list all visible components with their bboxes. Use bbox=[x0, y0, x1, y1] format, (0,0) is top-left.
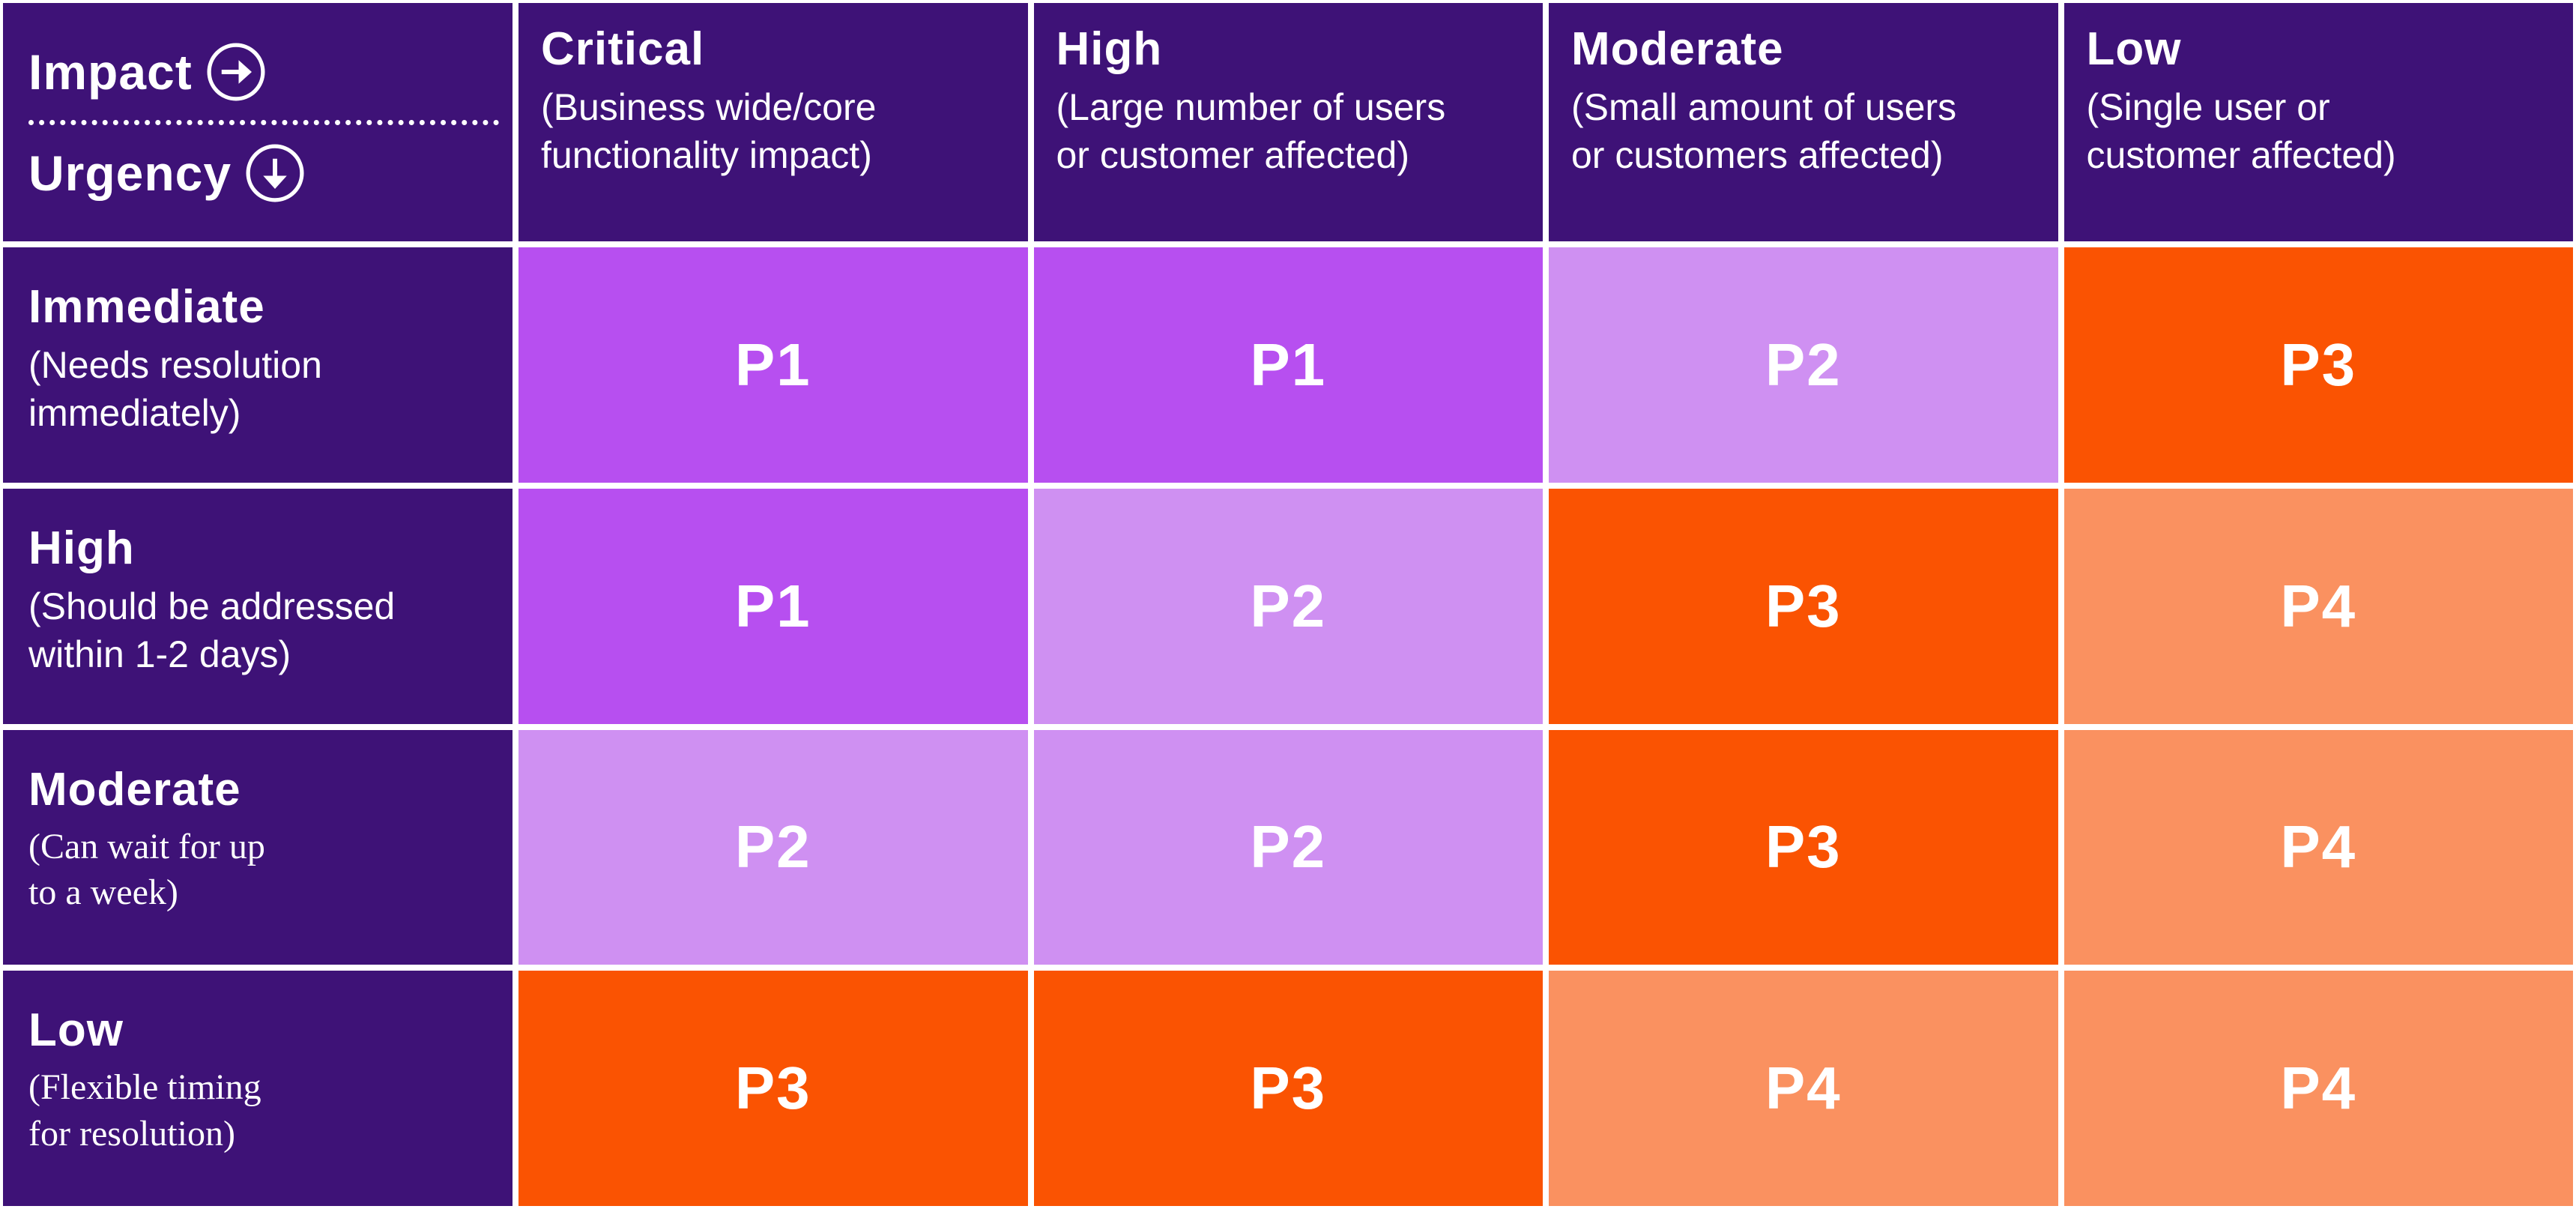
column-title: Moderate bbox=[1571, 23, 1784, 75]
priority-cell: P1 bbox=[1033, 247, 1543, 483]
priority-label: P4 bbox=[1765, 1055, 1842, 1122]
column-subtitle: (Business wide/core functionality impact… bbox=[541, 86, 877, 176]
row-subtitle: (Should be addressed within 1-2 days) bbox=[28, 585, 396, 675]
column-header-critical: Critical (Business wide/core functionali… bbox=[518, 3, 1028, 241]
corner-cell: Impact Urgency bbox=[3, 3, 513, 241]
row-subtitle: (Needs resolution immediately) bbox=[28, 344, 322, 434]
row-header-low: Low (Flexible timing for resolution) bbox=[3, 971, 513, 1206]
priority-cell: P2 bbox=[1033, 488, 1543, 724]
column-title: High bbox=[1056, 23, 1163, 75]
priority-cell: P4 bbox=[2063, 488, 2573, 724]
row-header-moderate: Moderate (Can wait for up to a week) bbox=[3, 729, 513, 965]
row-header-high: High (Should be addressed within 1-2 day… bbox=[3, 488, 513, 724]
column-subtitle: (Small amount of users or customers affe… bbox=[1571, 86, 1957, 176]
urgency-label: Urgency bbox=[28, 145, 232, 201]
priority-cell: P3 bbox=[1549, 729, 2058, 965]
dotted-divider bbox=[28, 119, 499, 125]
column-header-high: High (Large number of users or customer … bbox=[1033, 3, 1543, 241]
priority-label: P3 bbox=[2280, 331, 2357, 398]
priority-label: P2 bbox=[734, 813, 811, 881]
row-title: High bbox=[28, 522, 135, 574]
row-subtitle: (Can wait for up to a week) bbox=[28, 826, 265, 912]
column-subtitle: (Large number of users or customer affec… bbox=[1056, 86, 1446, 176]
urgency-axis: Urgency bbox=[28, 142, 499, 205]
priority-cell: P3 bbox=[518, 971, 1028, 1206]
row-title: Immediate bbox=[28, 281, 265, 333]
priority-cell: P4 bbox=[2063, 971, 2573, 1206]
column-header-moderate: Moderate (Small amount of users or custo… bbox=[1549, 3, 2058, 241]
priority-label: P4 bbox=[2280, 572, 2357, 639]
priority-cell: P2 bbox=[1033, 729, 1543, 965]
column-title: Critical bbox=[541, 23, 705, 75]
priority-label: P2 bbox=[1250, 572, 1327, 639]
priority-label: P1 bbox=[734, 572, 811, 639]
priority-label: P2 bbox=[1250, 813, 1327, 881]
priority-label: P3 bbox=[1765, 813, 1842, 881]
priority-cell: P3 bbox=[1549, 488, 2058, 724]
arrow-down-circle-icon bbox=[246, 144, 304, 202]
priority-label: P1 bbox=[1250, 331, 1327, 398]
impact-label: Impact bbox=[28, 43, 193, 100]
priority-cell: P4 bbox=[2063, 729, 2573, 965]
priority-cell: P1 bbox=[518, 488, 1028, 724]
priority-label: P3 bbox=[1765, 572, 1842, 639]
priority-cell: P2 bbox=[1549, 247, 2058, 483]
priority-cell: P3 bbox=[1033, 971, 1543, 1206]
impact-axis: Impact bbox=[28, 40, 499, 103]
priority-label: P2 bbox=[1765, 331, 1842, 398]
row-subtitle: (Flexible timing for resolution) bbox=[28, 1067, 261, 1154]
column-header-low: Low (Single user or customer affected) bbox=[2063, 3, 2573, 241]
priority-cell: P2 bbox=[518, 729, 1028, 965]
column-subtitle: (Single user or customer affected) bbox=[2086, 86, 2396, 176]
priority-label: P4 bbox=[2280, 1055, 2357, 1122]
priority-cell: P3 bbox=[2063, 247, 2573, 483]
row-header-immediate: Immediate (Needs resolution immediately) bbox=[3, 247, 513, 483]
column-title: Low bbox=[2086, 23, 2182, 75]
priority-label: P3 bbox=[1250, 1055, 1327, 1122]
arrow-right-circle-icon bbox=[207, 43, 265, 100]
row-title: Low bbox=[28, 1004, 124, 1057]
priority-label: P4 bbox=[2280, 813, 2357, 881]
priority-label: P3 bbox=[734, 1055, 811, 1122]
priority-cell: P4 bbox=[1549, 971, 2058, 1206]
priority-label: P1 bbox=[734, 331, 811, 398]
priority-cell: P1 bbox=[518, 247, 1028, 483]
row-title: Moderate bbox=[28, 763, 241, 815]
